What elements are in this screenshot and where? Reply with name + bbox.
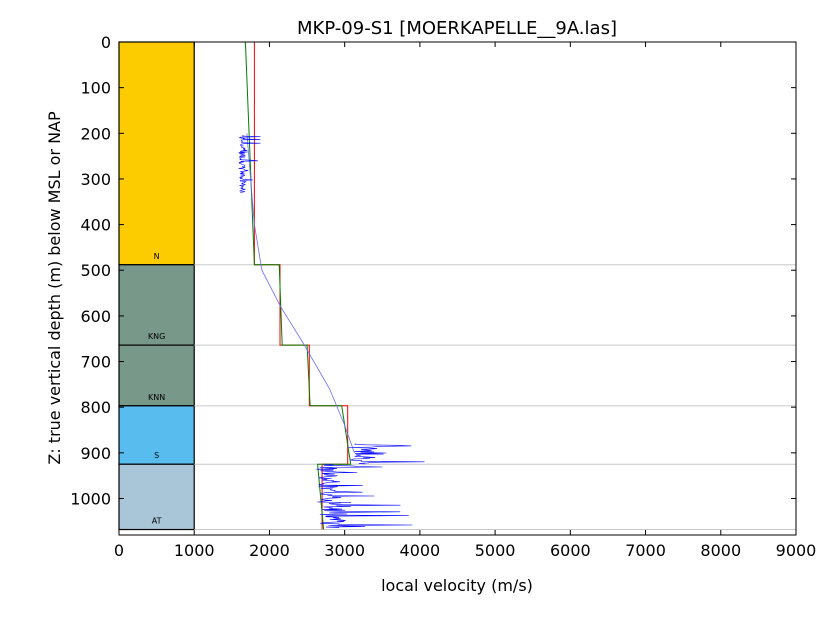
y-tick-label: 800 <box>80 398 111 417</box>
formation-label-knn: KNN <box>148 393 165 402</box>
plot-frame <box>118 41 797 536</box>
x-tick-label: 8000 <box>700 541 741 560</box>
x-tick-label: 9000 <box>776 541 817 560</box>
x-tick-label: 0 <box>114 541 124 560</box>
y-tick-label: 400 <box>80 216 111 235</box>
y-tick-label: 700 <box>80 353 111 372</box>
formation-unit-at <box>118 463 195 531</box>
interval-velocity-green-step <box>244 41 352 530</box>
formation-label-at: AT <box>152 517 162 526</box>
y-tick-label: 200 <box>80 124 111 143</box>
y-tick-label: 0 <box>101 33 111 52</box>
formation-label-n: N <box>154 252 160 261</box>
y-axis-label: Z: true vertical depth (m) below MSL or … <box>45 111 64 465</box>
y-tick-label: 900 <box>80 444 111 463</box>
velocity-log-segment-2 <box>316 463 383 503</box>
series-layer <box>238 41 425 530</box>
formation-unit-kng <box>118 264 195 346</box>
formation-unit-knn <box>118 344 195 407</box>
velocity-log-segment-1 <box>347 443 425 465</box>
x-tick-label: 7000 <box>625 541 666 560</box>
x-tick-label: 1000 <box>174 541 215 560</box>
formation-units: N KNG KNN S AT <box>118 41 195 531</box>
x-tick-label: 6000 <box>550 541 591 560</box>
x-tick-label: 3000 <box>324 541 365 560</box>
y-tick-label: 600 <box>80 307 111 326</box>
chart-title: MKP-09-S1 [MOERKAPELLE__9A.las] <box>297 18 617 39</box>
x-tick-label: 5000 <box>475 541 516 560</box>
axis-ticks: 0 1000 2000 3000 4000 5000 6000 7000 8000 9000 0 10… <box>70 33 816 560</box>
y-tick-label: 1000 <box>70 489 111 508</box>
velocity-log-segment-0 <box>238 135 261 193</box>
velocity-trend-line <box>246 133 355 453</box>
formation-label-s: S <box>154 451 159 460</box>
formation-unit-n <box>118 41 195 266</box>
y-tick-label: 300 <box>80 170 111 189</box>
y-tick-label: 100 <box>80 79 111 98</box>
x-axis-label: local velocity (m/s) <box>381 576 533 595</box>
formation-label-kng: KNG <box>148 332 165 341</box>
formation-unit-s <box>118 405 195 465</box>
y-tick-label: 500 <box>80 261 111 280</box>
x-tick-label: 4000 <box>400 541 441 560</box>
x-tick-label: 2000 <box>249 541 290 560</box>
velocity-log-segment-3 <box>319 502 413 528</box>
